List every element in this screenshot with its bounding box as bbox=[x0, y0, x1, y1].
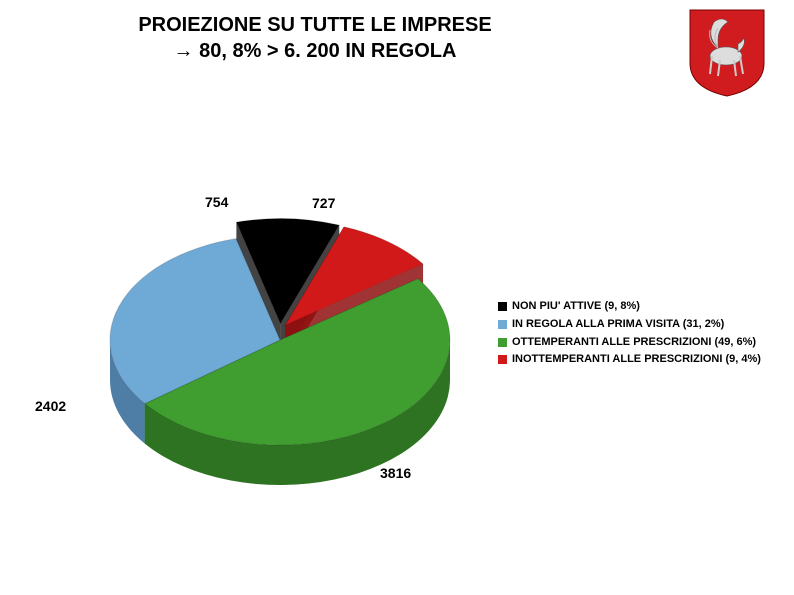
title-line-2: → 80, 8% > 6. 200 IN REGOLA bbox=[95, 38, 535, 64]
chart-legend: NON PIU' ATTIVE (9, 8%) IN REGOLA ALLA P… bbox=[498, 300, 783, 371]
pie-slice-label: 727 bbox=[312, 195, 335, 211]
pie-slice-label: 2402 bbox=[35, 398, 66, 414]
legend-text: IN REGOLA ALLA PRIMA VISITA (31, 2%) bbox=[512, 318, 783, 332]
pie-chart-svg bbox=[40, 140, 500, 560]
legend-text: INOTTEMPERANTI ALLE PRESCRIZIONI (9, 4%) bbox=[512, 353, 783, 367]
pie-chart: 75472738162402 bbox=[40, 140, 500, 560]
legend-text: OTTEMPERANTI ALLE PRESCRIZIONI (49, 6%) bbox=[512, 336, 783, 350]
legend-item: NON PIU' ATTIVE (9, 8%) bbox=[498, 300, 783, 314]
legend-item: INOTTEMPERANTI ALLE PRESCRIZIONI (9, 4%) bbox=[498, 353, 783, 367]
pie-slice-label: 3816 bbox=[380, 465, 411, 481]
legend-item: OTTEMPERANTI ALLE PRESCRIZIONI (49, 6%) bbox=[498, 336, 783, 350]
legend-item: IN REGOLA ALLA PRIMA VISITA (31, 2%) bbox=[498, 318, 783, 332]
legend-swatch-icon bbox=[498, 355, 507, 364]
legend-text: NON PIU' ATTIVE (9, 8%) bbox=[512, 300, 783, 314]
title-line-1: PROIEZIONE SU TUTTE LE IMPRESE bbox=[95, 12, 535, 38]
page-title: PROIEZIONE SU TUTTE LE IMPRESE → 80, 8% … bbox=[95, 12, 535, 64]
pie-slice-label: 754 bbox=[205, 194, 228, 210]
legend-swatch-icon bbox=[498, 302, 507, 311]
legend-swatch-icon bbox=[498, 320, 507, 329]
region-shield-icon bbox=[688, 8, 766, 98]
legend-swatch-icon bbox=[498, 338, 507, 347]
